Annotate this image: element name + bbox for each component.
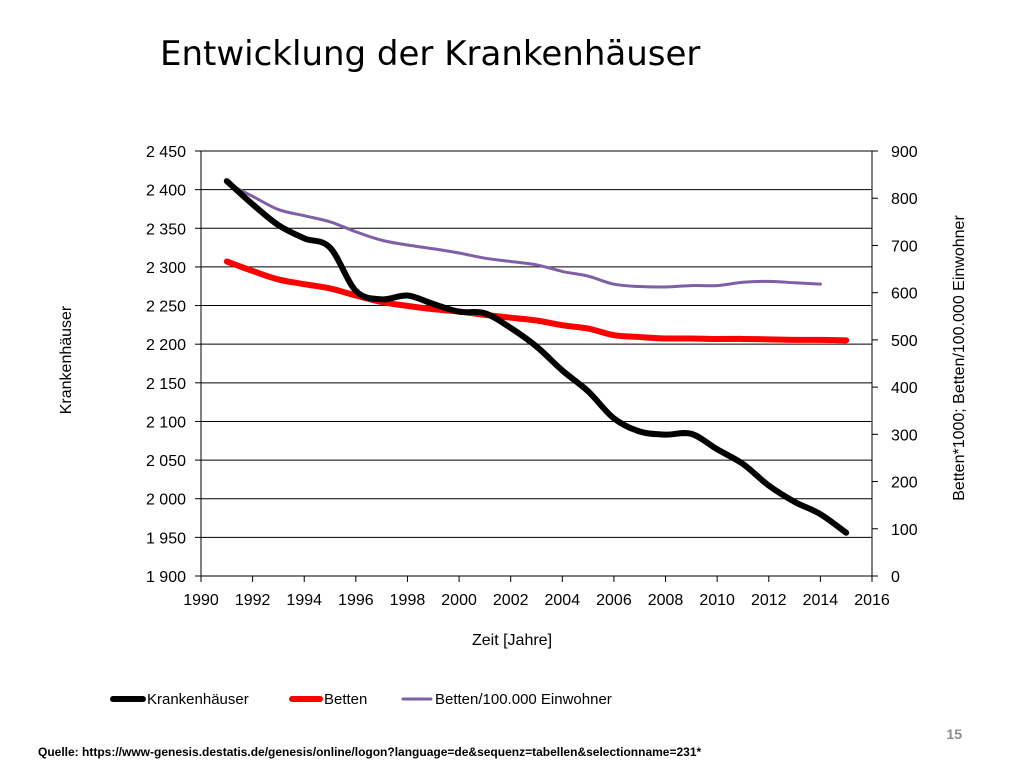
- x-tick-label: 1996: [338, 592, 374, 609]
- tick-labels: 1 900 1 950 2 000 2 050 2 100 2 150 2 200 2 250…: [146, 144, 918, 609]
- y-right-tick-label: 900: [891, 144, 918, 161]
- y-right-tick-label: 200: [891, 475, 918, 492]
- series-line-betten-pro-100000: [225, 181, 822, 289]
- x-tick-label: 2004: [545, 592, 581, 609]
- y-left-tick-label: 2 450: [146, 144, 186, 161]
- legend-label-betten: Betten: [324, 691, 367, 708]
- y-left-tick-label: 1 950: [146, 530, 186, 547]
- y-right-tick-label: 300: [891, 427, 918, 444]
- x-tick-label: 2012: [751, 592, 787, 609]
- x-tick-label: 1990: [183, 592, 219, 609]
- y-left-axis-title: Krankenhäuser: [58, 305, 75, 414]
- x-tick-label: 2006: [596, 592, 632, 609]
- series-line-krankenhaeuser: [223, 178, 850, 536]
- y-left-tick-label: 2 200: [146, 337, 186, 354]
- x-tick-label: 2010: [699, 592, 735, 609]
- slide-title: Entwicklung der Krankenhäuser: [160, 34, 701, 74]
- source-citation: Quelle: https://www-genesis.destatis.de/…: [38, 745, 702, 759]
- x-tick-label: 1998: [390, 592, 426, 609]
- legend: Krankenhäuser Betten Betten/100.000 Einw…: [110, 691, 612, 708]
- legend-label-krankenhaeuser: Krankenhäuser: [147, 691, 249, 708]
- y-right-tick-label: 400: [891, 380, 918, 397]
- y-right-tick-label: 500: [891, 333, 918, 350]
- y-left-tick-label: 2 400: [146, 183, 186, 200]
- y-left-tick-label: 2 100: [146, 414, 186, 431]
- y-right-tick-label: 800: [891, 191, 918, 208]
- series-lines: [223, 178, 850, 536]
- legend-label-betten-pro-100000: Betten/100.000 Einwohner: [435, 691, 612, 708]
- y-right-tick-label: 600: [891, 286, 918, 303]
- y-left-tick-label: 1 900: [146, 569, 186, 586]
- y-right-tick-label: 700: [891, 238, 918, 255]
- x-tick-label: 2000: [441, 592, 477, 609]
- x-tick-label: 1992: [235, 592, 271, 609]
- y-right-tick-label: 100: [891, 522, 918, 539]
- y-left-tick-label: 2 300: [146, 260, 186, 277]
- x-tick-label: 2002: [493, 592, 529, 609]
- x-axis-title: Zeit [Jahre]: [472, 632, 552, 649]
- y-right-tick-label: 0: [891, 569, 900, 586]
- gridlines: [201, 150, 872, 577]
- y-left-tick-label: 2 050: [146, 453, 186, 470]
- x-tick-label: 2016: [854, 592, 890, 609]
- y-left-tick-label: 2 000: [146, 492, 186, 509]
- axes: [195, 150, 878, 582]
- y-left-tick-label: 2 350: [146, 221, 186, 238]
- x-tick-label: 1994: [286, 592, 322, 609]
- y-right-axis-title: Betten*1000; Betten/100.000 Einwohner: [951, 215, 968, 501]
- y-left-tick-label: 2 150: [146, 376, 186, 393]
- x-tick-label: 2014: [803, 592, 839, 609]
- series-line-betten: [223, 258, 850, 344]
- page-number: 15: [946, 726, 962, 742]
- y-left-tick-label: 2 250: [146, 299, 186, 316]
- x-tick-label: 2008: [648, 592, 684, 609]
